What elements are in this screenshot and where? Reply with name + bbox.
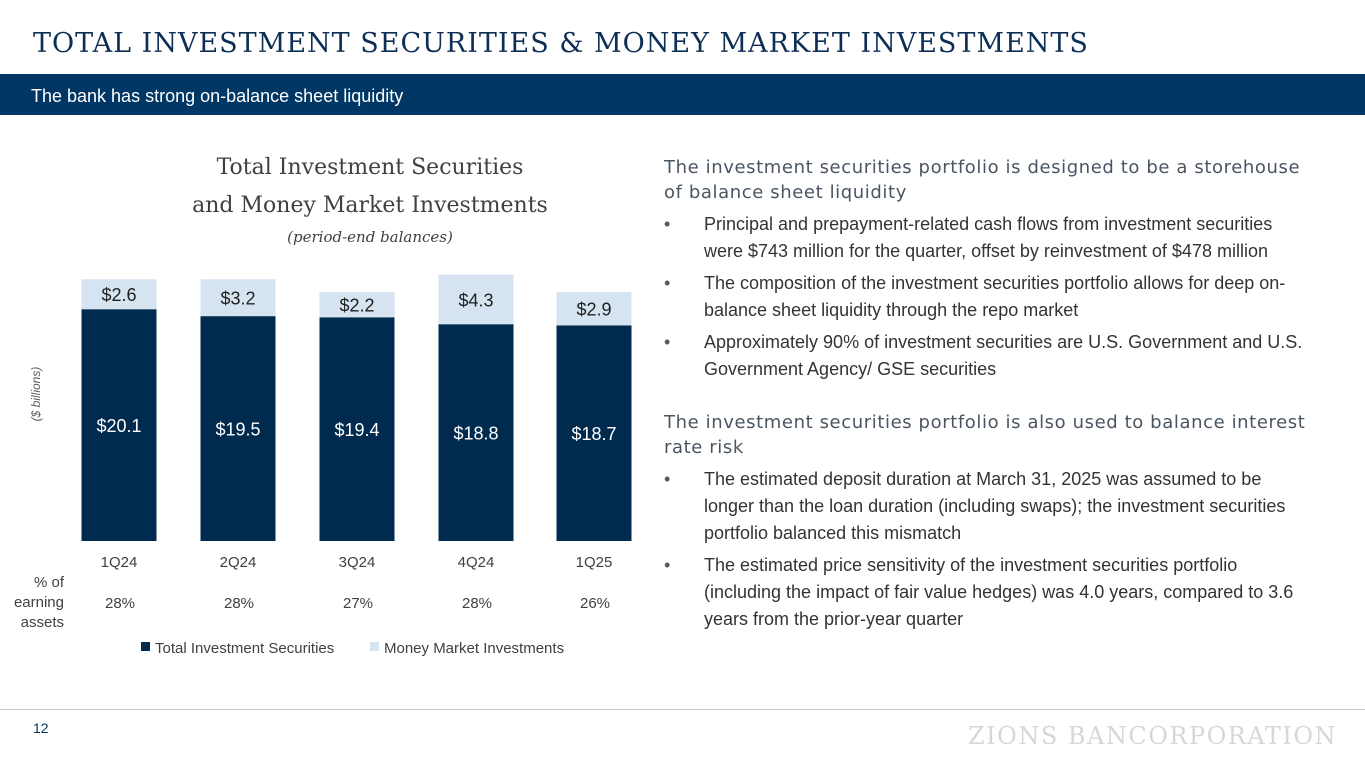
bar-money-market-investments bbox=[556, 291, 632, 326]
earning-assets-percent: 28% bbox=[462, 595, 492, 612]
legend-swatch-money-market-investments bbox=[370, 642, 379, 651]
chart-title-line-1: Total Investment Securities bbox=[216, 155, 524, 180]
earning-assets-percent: 28% bbox=[224, 595, 254, 612]
data-label-total-investment-securities: $20.1 bbox=[96, 416, 141, 436]
bullet-item: Principal and prepayment-related cash fl… bbox=[664, 211, 1314, 265]
section-interest-rate-risk: The investment securities portfolio is a… bbox=[664, 410, 1314, 633]
earning-assets-percent: 26% bbox=[580, 595, 610, 612]
bullet-item: Approximately 90% of investment securiti… bbox=[664, 329, 1314, 383]
data-label-money-market-investments: $3.2 bbox=[220, 289, 255, 309]
bullet-item: The composition of the investment securi… bbox=[664, 270, 1314, 324]
x-tick-label: 1Q25 bbox=[576, 554, 613, 571]
bullet-item: The estimated price sensitivity of the i… bbox=[664, 552, 1314, 633]
row-label-earning-assets: % of bbox=[34, 574, 65, 591]
bar-total-investment-securities bbox=[81, 309, 157, 541]
chart-subtitle: (period-end balances) bbox=[287, 228, 453, 246]
data-label-money-market-investments: $2.6 bbox=[101, 285, 136, 305]
bar-money-market-investments bbox=[438, 274, 514, 325]
bullet-list: Principal and prepayment-related cash fl… bbox=[664, 211, 1314, 383]
stacked-bar-chart: $20.1 $2.6 1Q24 28% $19.5 $3.2 2Q24 28% $19.4 $2.… bbox=[14, 274, 632, 657]
bar-total-investment-securities bbox=[556, 325, 632, 541]
earning-assets-percent: 27% bbox=[343, 595, 373, 612]
x-tick-label: 2Q24 bbox=[220, 554, 257, 571]
bullet-list: The estimated deposit duration at March … bbox=[664, 466, 1314, 633]
bar-money-market-investments bbox=[319, 291, 395, 318]
data-label-money-market-investments: $2.2 bbox=[339, 296, 374, 316]
x-tick-label: 3Q24 bbox=[339, 554, 376, 571]
footer-divider bbox=[0, 709, 1365, 710]
data-label-total-investment-securities: $19.4 bbox=[334, 420, 379, 440]
legend-label-money-market-investments: Money Market Investments bbox=[384, 640, 564, 657]
row-label-earning-assets: assets bbox=[21, 614, 64, 631]
subtitle-banner: The bank has strong on-balance sheet liq… bbox=[0, 74, 1365, 115]
y-axis-label: ($ billions) bbox=[29, 367, 43, 422]
data-label-money-market-investments: $2.9 bbox=[576, 300, 611, 320]
bar-total-investment-securities bbox=[438, 324, 514, 541]
bullet-item: The estimated deposit duration at March … bbox=[664, 466, 1314, 547]
bar-money-market-investments bbox=[81, 279, 157, 310]
bar-total-investment-securities bbox=[200, 316, 276, 541]
section-heading: The investment securities portfolio is d… bbox=[664, 157, 1301, 203]
earning-assets-percent: 28% bbox=[105, 595, 135, 612]
x-tick-label: 1Q24 bbox=[101, 554, 138, 571]
subtitle-text: The bank has strong on-balance sheet liq… bbox=[31, 86, 404, 106]
section-liquidity: The investment securities portfolio is d… bbox=[664, 155, 1314, 383]
row-label-earning-assets: earning bbox=[14, 594, 64, 611]
data-label-total-investment-securities: $18.7 bbox=[571, 424, 616, 444]
commentary: The investment securities portfolio is d… bbox=[664, 155, 1314, 638]
page-title: TOTAL INVESTMENT SECURITIES & MONEY MARK… bbox=[33, 28, 1089, 59]
x-tick-label: 4Q24 bbox=[458, 554, 495, 571]
legend-swatch-total-investment-securities bbox=[141, 642, 150, 651]
data-label-money-market-investments: $4.3 bbox=[458, 290, 493, 310]
company-logo: ZIONS BANCORPORATION bbox=[968, 722, 1338, 750]
bar-total-investment-securities bbox=[319, 317, 395, 541]
data-label-total-investment-securities: $18.8 bbox=[453, 424, 498, 444]
data-label-total-investment-securities: $19.5 bbox=[215, 420, 260, 440]
chart-title-line-2: and Money Market Investments bbox=[192, 193, 548, 218]
bar-money-market-investments bbox=[200, 279, 276, 317]
legend-label-total-investment-securities: Total Investment Securities bbox=[155, 640, 334, 657]
page-number: 12 bbox=[33, 720, 49, 736]
section-heading: The investment securities portfolio is a… bbox=[664, 412, 1306, 458]
